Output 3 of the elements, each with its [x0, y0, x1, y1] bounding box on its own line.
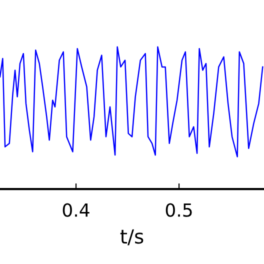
x-axis-title: t/s	[120, 229, 144, 246]
x-tick-label: 0.4	[62, 203, 90, 217]
x-tick-label: 0.5	[166, 203, 192, 217]
